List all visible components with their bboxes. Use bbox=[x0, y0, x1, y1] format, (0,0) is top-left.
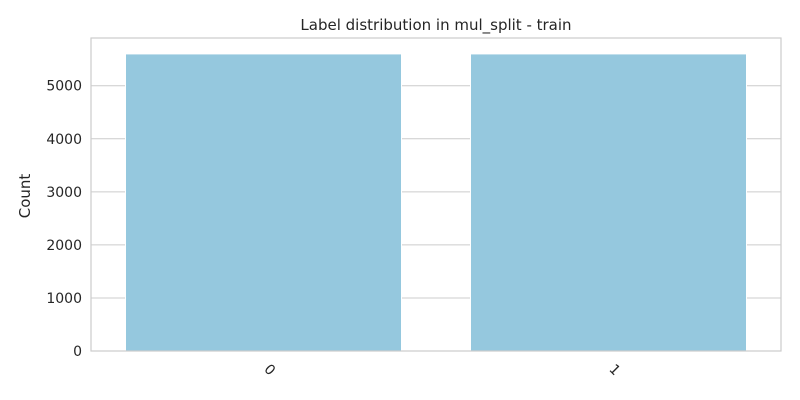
y-tick-label: 2000 bbox=[46, 238, 82, 254]
bars bbox=[125, 53, 747, 352]
plot-frame bbox=[90, 37, 782, 352]
y-tick-label: 3000 bbox=[46, 185, 82, 201]
chart-title: Label distribution in mul_split - train bbox=[300, 16, 571, 35]
y-tick-label: 4000 bbox=[46, 132, 82, 148]
y-tick-label: 0 bbox=[73, 344, 82, 360]
y-tick-labels: 0 1000 2000 3000 4000 5000 bbox=[46, 79, 82, 360]
x-tick-label: 0 bbox=[261, 361, 279, 379]
y-tick-label: 1000 bbox=[46, 291, 82, 307]
y-tick-label: 5000 bbox=[46, 79, 82, 95]
bar-0 bbox=[125, 53, 402, 352]
bar-1 bbox=[470, 53, 747, 352]
x-tick-label: 1 bbox=[606, 361, 624, 379]
y-axis-label: Count bbox=[16, 174, 34, 219]
